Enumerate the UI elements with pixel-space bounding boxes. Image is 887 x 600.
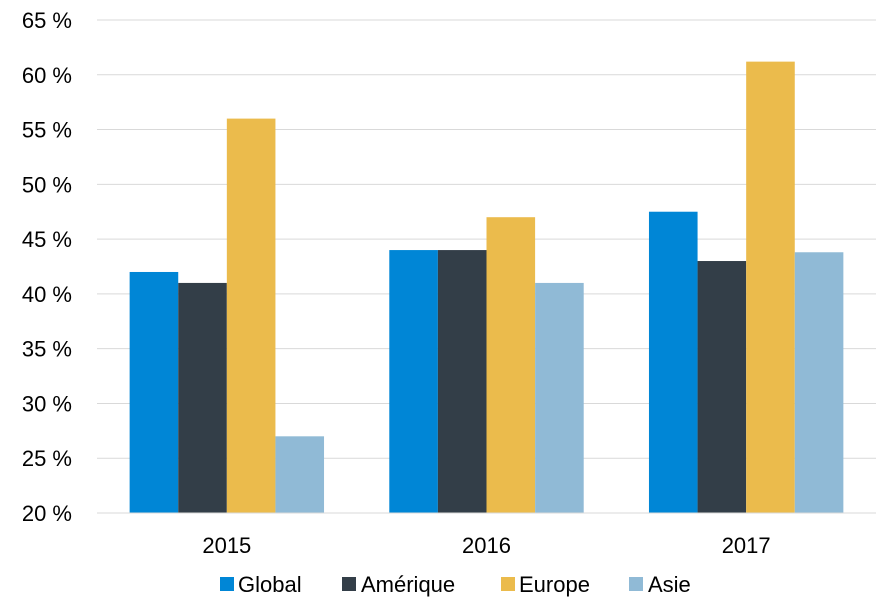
legend: Global Amérique Europe Asie [220,572,691,597]
legend-label-europe: Europe [519,572,590,597]
bar-global-2017 [648,211,698,513]
bar-asie-2015 [275,436,325,513]
bar-amérique-2015 [178,282,227,513]
y-axis: 20 % 25 % 30 % 35 % 40 % 45 % 50 % 55 % 60 % 65 % [22,8,72,526]
x-tick-label: 2015 [202,533,251,558]
bar-europe-2015 [226,118,276,513]
bar-global-2016 [389,250,438,514]
bar-amérique-2016 [437,250,487,514]
bar-europe-2017 [746,61,795,514]
y-tick-label: 50 % [22,172,72,197]
y-tick-label: 65 % [22,8,72,33]
bar-global-2015 [129,271,179,513]
y-tick-label: 60 % [22,63,72,88]
y-tick-label: 20 % [22,501,72,526]
legend-swatch-global [220,577,234,591]
legend-swatch-asie [629,577,643,591]
bars [129,61,844,514]
y-tick-label: 40 % [22,282,72,307]
bar-asie-2017 [794,252,844,513]
legend-label-asie: Asie [648,572,691,597]
y-tick-label: 35 % [22,337,72,362]
y-tick-label: 45 % [22,227,72,252]
x-tick-label: 2016 [462,533,511,558]
legend-swatch-amérique [342,577,356,591]
bar-amérique-2017 [697,261,747,513]
legend-label-global: Global [238,572,302,597]
y-tick-label: 55 % [22,118,72,143]
y-tick-label: 25 % [22,446,72,471]
y-tick-label: 30 % [22,391,72,416]
bar-asie-2016 [535,282,584,513]
legend-swatch-europe [501,577,515,591]
x-tick-label: 2017 [722,533,771,558]
bar-europe-2016 [486,217,536,513]
legend-label-amérique: Amérique [361,572,455,597]
x-axis: 2015 2016 2017 [97,512,876,558]
